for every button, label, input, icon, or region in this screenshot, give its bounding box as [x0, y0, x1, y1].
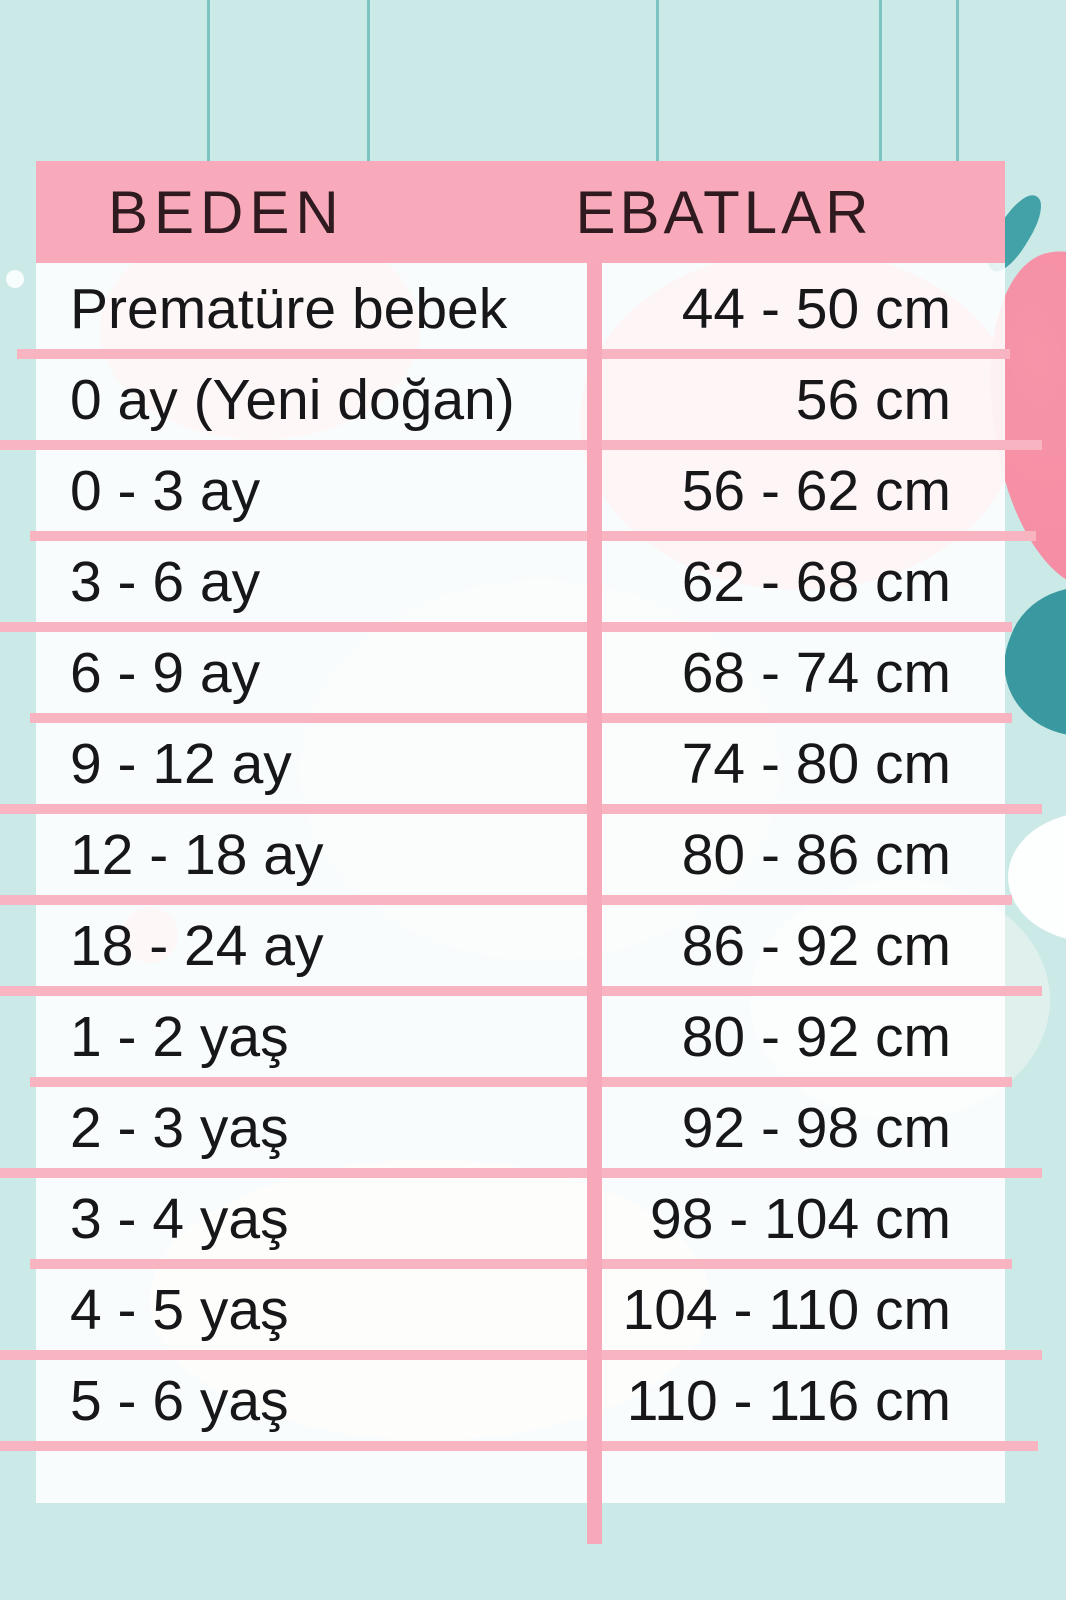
- size-cell: 1 - 2 yaş: [70, 1004, 289, 1069]
- range-cell: 80 - 86 cm: [681, 822, 951, 887]
- table-row: 0 - 3 ay 56 - 62 cm: [36, 445, 1005, 536]
- hanging-string: [656, 0, 659, 163]
- range-cell: 74 - 80 cm: [681, 731, 951, 796]
- table-row: 3 - 4 yaş 98 - 104 cm: [36, 1173, 1005, 1264]
- table-row: 4 - 5 yaş 104 - 110 cm: [36, 1264, 1005, 1355]
- row-separator: [17, 349, 1010, 359]
- table-row: 18 - 24 ay 86 - 92 cm: [36, 900, 1005, 991]
- row-separator: [0, 1168, 1042, 1178]
- table-row: 3 - 6 ay 62 - 68 cm: [36, 536, 1005, 627]
- table-row: 0 ay (Yeni doğan) 56 cm: [36, 354, 1005, 445]
- row-separator: [0, 1441, 1038, 1451]
- header-size-label: BEDEN: [108, 178, 345, 246]
- range-cell: 80 - 92 cm: [681, 1004, 951, 1069]
- column-divider: [587, 263, 602, 1544]
- range-cell: [587, 1446, 1005, 1504]
- size-cell: 3 - 4 yaş: [70, 1186, 289, 1251]
- row-separator: [30, 531, 1036, 541]
- row-separator: [0, 895, 1012, 905]
- size-cell: 12 - 18 ay: [70, 822, 324, 887]
- size-cell: 6 - 9 ay: [70, 640, 261, 705]
- size-cell: [36, 1446, 587, 1504]
- range-cell: 92 - 98 cm: [681, 1095, 951, 1160]
- table-row: 9 - 12 ay 74 - 80 cm: [36, 718, 1005, 809]
- size-table-background: [36, 263, 1005, 1503]
- table-row: 5 - 6 yaş 110 - 116 cm: [36, 1355, 1005, 1446]
- cloud-decoration: [1008, 812, 1066, 942]
- range-cell: 44 - 50 cm: [681, 276, 951, 341]
- row-separator: [30, 1077, 1012, 1087]
- hanging-string: [207, 0, 210, 163]
- size-cell: 4 - 5 yaş: [70, 1277, 289, 1342]
- table-row: 2 - 3 yaş 92 - 98 cm: [36, 1082, 1005, 1173]
- hanging-string: [367, 0, 370, 163]
- table-row: 1 - 2 yaş 80 - 92 cm: [36, 991, 1005, 1082]
- table-header: BEDEN EBATLAR: [36, 161, 1005, 263]
- range-cell: 62 - 68 cm: [681, 549, 951, 614]
- table-row: [36, 1446, 1005, 1504]
- row-separator: [0, 986, 1042, 996]
- row-separator: [30, 713, 1012, 723]
- range-cell: 68 - 74 cm: [681, 640, 951, 705]
- hanging-string: [879, 0, 882, 163]
- header-dimensions-label: EBATLAR: [575, 178, 873, 246]
- range-cell: 104 - 110 cm: [622, 1277, 951, 1342]
- size-cell: Prematüre bebek: [70, 276, 508, 341]
- size-cell: 0 - 3 ay: [70, 458, 261, 523]
- table-row: 12 - 18 ay 80 - 86 cm: [36, 809, 1005, 900]
- table-row: 6 - 9 ay 68 - 74 cm: [36, 627, 1005, 718]
- range-cell: 86 - 92 cm: [681, 913, 951, 978]
- row-separator: [0, 440, 1042, 450]
- row-separator: [0, 1350, 1042, 1360]
- row-separator: [0, 622, 1012, 632]
- range-cell: 110 - 116 cm: [626, 1368, 951, 1433]
- size-cell: 0 ay (Yeni doğan): [70, 367, 515, 432]
- size-cell: 2 - 3 yaş: [70, 1095, 289, 1160]
- range-cell: 56 cm: [795, 367, 951, 432]
- row-separator: [0, 804, 1042, 814]
- hanging-string: [956, 0, 959, 163]
- white-dot: [6, 270, 24, 288]
- range-cell: 98 - 104 cm: [650, 1186, 951, 1251]
- size-cell: 18 - 24 ay: [70, 913, 324, 978]
- row-separator: [30, 1259, 1012, 1269]
- size-cell: 3 - 6 ay: [70, 549, 261, 614]
- size-cell: 9 - 12 ay: [70, 731, 292, 796]
- table-row: Prematüre bebek 44 - 50 cm: [36, 263, 1005, 354]
- size-cell: 5 - 6 yaş: [70, 1368, 289, 1433]
- range-cell: 56 - 62 cm: [681, 458, 951, 523]
